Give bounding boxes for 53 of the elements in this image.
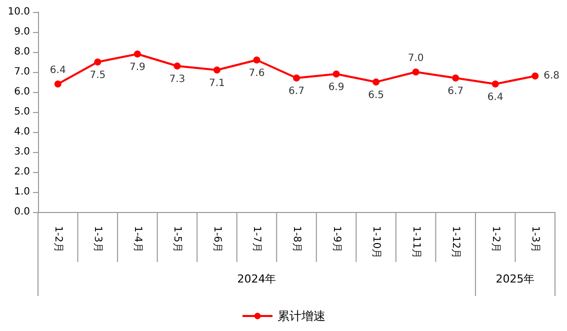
x-tick-label: 1-5月 [172,226,183,252]
point [332,70,340,78]
y-tick-label: 7.0 [14,66,30,78]
point [94,58,102,66]
x-tick-label: 1-9月 [330,226,342,252]
text: 6.4 [50,65,66,76]
x-tick-label: 1-3月 [92,226,104,252]
point [134,50,141,58]
text: 7.0 [408,53,424,64]
y-tick-label: 5.0 [14,106,30,118]
point [492,80,499,88]
y-tick-label: 10.0 [8,6,30,18]
point [452,74,460,82]
point [174,62,181,70]
x-tick-label: 1-8月 [291,226,302,252]
point [532,72,539,80]
y-tick-label: 3.0 [14,146,30,158]
text: 2025年 [496,272,535,286]
x-tick-label: 1-10月 [370,226,382,259]
point [213,66,220,74]
x-tick-label: 1-6月 [211,226,222,252]
point [372,78,380,86]
x-tick-label: 1-3月 [530,226,541,252]
text: 2024年 [237,272,276,286]
y-tick-label: 1.0 [14,186,30,198]
y-tick-label: 0.0 [14,206,30,218]
point [54,80,62,88]
text: 6.4 [487,92,504,103]
x-tick-label: 1-12月 [450,226,462,259]
text: 7.6 [248,68,265,79]
text: 7.5 [90,70,106,81]
text: 6.7 [288,86,304,97]
text: 7.1 [209,78,225,89]
x-tick-label: 1-2月 [490,226,501,252]
legend-label: 累计增速 [278,309,326,323]
x-tick-label: 1-2月 [52,226,64,252]
text: 6.8 [544,70,560,82]
x-tick-label: 1-4月 [132,226,143,252]
point [412,68,420,76]
point [293,74,300,82]
y-tick-label: 4.0 [14,126,30,138]
x-tick-label: 1-11月 [410,226,422,259]
text: 6.9 [328,82,344,93]
y-tick-label: 2.0 [14,166,30,178]
text: 7.3 [169,74,186,85]
x-tick-label: 1-7月 [251,226,262,252]
y-tick-label: 8.0 [14,46,30,58]
y-tick-label: 6.0 [14,86,30,98]
text: 6.5 [368,90,384,101]
point [253,56,260,64]
text: 7.9 [129,62,146,73]
y-tick-label: 9.0 [14,26,30,38]
text: 6.7 [448,86,464,97]
